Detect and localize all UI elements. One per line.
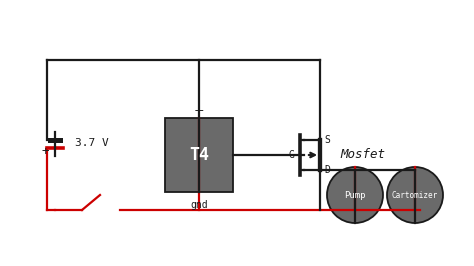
Text: S: S [324, 135, 330, 145]
Text: Cartomizer: Cartomizer [392, 190, 438, 200]
Text: T4: T4 [189, 146, 209, 164]
Text: Mosfet: Mosfet [340, 148, 385, 161]
Text: gnd: gnd [190, 200, 208, 210]
Text: Pump: Pump [344, 190, 366, 200]
Ellipse shape [387, 167, 443, 223]
Text: +: + [41, 146, 49, 159]
Text: D: D [324, 165, 330, 175]
Text: 3.7 V: 3.7 V [75, 138, 109, 148]
Bar [165, 118, 233, 192]
Ellipse shape [327, 167, 383, 223]
Text: G: G [288, 150, 294, 160]
Text: +: + [194, 103, 204, 117]
